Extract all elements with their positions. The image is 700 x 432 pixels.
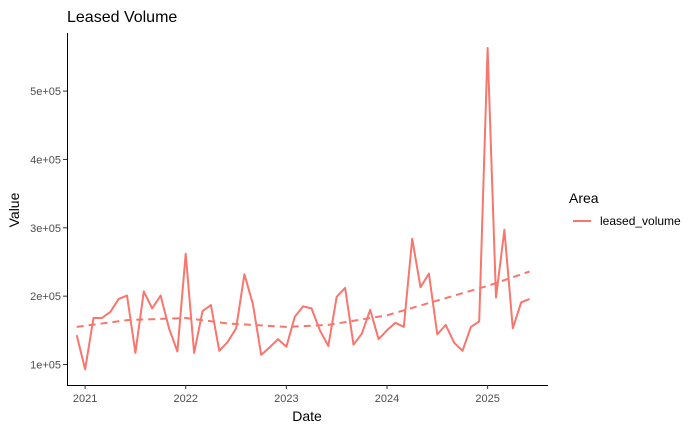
data-point (378, 338, 380, 340)
data-point (495, 297, 497, 299)
data-point (243, 273, 245, 275)
y-axis-ticks: 1e+05 2e+05 3e+05 4e+05 5e+05 (30, 86, 67, 371)
data-point (503, 229, 505, 231)
data-point (344, 287, 346, 289)
chart-title: Leased Volume (67, 9, 177, 26)
data-point (84, 368, 86, 370)
x-tick-label: 2024 (375, 393, 399, 405)
data-point (453, 342, 455, 344)
data-point (436, 333, 438, 335)
legend: Area leased_volume (569, 190, 681, 228)
data-point (386, 329, 388, 331)
data-point (151, 307, 153, 309)
data-point (420, 286, 422, 288)
x-tick-label: 2025 (475, 393, 499, 405)
data-point (403, 326, 405, 328)
data-point (160, 295, 162, 297)
data-point (512, 327, 514, 329)
data-point (369, 309, 371, 311)
y-tick-label: 1e+05 (30, 359, 61, 371)
data-point (235, 327, 237, 329)
data-point (394, 322, 396, 324)
data-point (319, 329, 321, 331)
data-point (176, 351, 178, 353)
data-point (294, 316, 296, 318)
data-point (210, 304, 212, 306)
y-tick-label: 5e+05 (30, 86, 61, 98)
data-point (361, 333, 363, 335)
data-point (126, 295, 128, 297)
data-point (285, 346, 287, 348)
data-point (76, 334, 78, 336)
data-point (185, 253, 187, 255)
data-point (353, 344, 355, 346)
data-point (252, 303, 254, 305)
data-point (487, 47, 489, 49)
y-axis-title: Value (6, 192, 22, 227)
y-tick-label: 2e+05 (30, 291, 61, 303)
data-point (134, 352, 136, 354)
data-point (193, 352, 195, 354)
data-point (462, 350, 464, 352)
x-tick-label: 2021 (73, 393, 97, 405)
data-point (260, 354, 262, 356)
series-line-leased-volume (75, 47, 530, 371)
data-point (428, 273, 430, 275)
data-point (227, 341, 229, 343)
data-point (327, 345, 329, 347)
data-point (168, 327, 170, 329)
data-point (202, 310, 204, 312)
data-point (277, 338, 279, 340)
x-tick-label: 2023 (274, 393, 298, 405)
data-point (529, 298, 531, 300)
plot-area (75, 47, 531, 371)
data-point (269, 346, 271, 348)
data-point (118, 298, 120, 300)
data-point (218, 350, 220, 352)
y-tick-label: 4e+05 (30, 154, 61, 166)
data-point (336, 296, 338, 298)
data-point (93, 317, 95, 319)
data-point (520, 301, 522, 303)
data-point (143, 290, 145, 292)
data-point (109, 311, 111, 313)
data-point (302, 305, 304, 307)
data-point (470, 326, 472, 328)
data-point (101, 317, 103, 319)
y-tick-label: 3e+05 (30, 223, 61, 235)
data-point (411, 238, 413, 240)
x-tick-label: 2022 (173, 393, 197, 405)
x-axis-title: Date (292, 408, 322, 424)
legend-label-leased-volume: leased_volume (600, 214, 681, 228)
legend-title: Area (569, 190, 599, 206)
x-axis-ticks: 2021 2022 2023 2024 2025 (73, 385, 500, 405)
data-point (478, 320, 480, 322)
trend-line (76, 270, 530, 328)
data-point (311, 307, 313, 309)
data-point (445, 324, 447, 326)
